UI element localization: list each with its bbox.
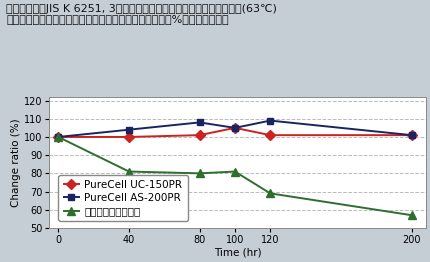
PureCell UC-150PR	[267, 134, 273, 137]
PureCell AS-200PR	[409, 134, 414, 137]
Y-axis label: Change ratio (%): Change ratio (%)	[11, 118, 21, 207]
PureCell UC-150PR	[126, 135, 132, 139]
エーテル系ウレタン	[409, 214, 414, 217]
PureCell AS-200PR	[232, 126, 237, 129]
PureCell AS-200PR	[267, 119, 273, 122]
Text: 各サンプルをJIS K 6251, 3号ダンベルにて打ち抜きフェードメーター(63℃): 各サンプルをJIS K 6251, 3号ダンベルにて打ち抜きフェードメーター(6…	[6, 4, 277, 14]
Legend: PureCell UC-150PR, PureCell AS-200PR, エーテル系ウレタン: PureCell UC-150PR, PureCell AS-200PR, エー…	[58, 175, 187, 221]
X-axis label: Time (hr): Time (hr)	[214, 248, 261, 258]
PureCell UC-150PR	[197, 134, 202, 137]
Text: に下記時間暴露した後、引張強度を測定しその保持率（%）で評価する。: に下記時間暴露した後、引張強度を測定しその保持率（%）で評価する。	[6, 14, 229, 24]
Line: エーテル系ウレタン: エーテル系ウレタン	[54, 133, 416, 219]
PureCell AS-200PR	[126, 128, 132, 131]
エーテル系ウレタン	[126, 170, 132, 173]
Line: PureCell UC-150PR: PureCell UC-150PR	[55, 124, 415, 140]
PureCell AS-200PR	[197, 121, 202, 124]
PureCell UC-150PR	[232, 126, 237, 129]
エーテル系ウレタン	[197, 172, 202, 175]
PureCell UC-150PR	[409, 134, 414, 137]
エーテル系ウレタン	[232, 170, 237, 173]
PureCell UC-150PR	[56, 135, 61, 139]
エーテル系ウレタン	[267, 192, 273, 195]
エーテル系ウレタン	[56, 135, 61, 139]
PureCell AS-200PR	[56, 135, 61, 139]
Line: PureCell AS-200PR: PureCell AS-200PR	[55, 117, 415, 140]
